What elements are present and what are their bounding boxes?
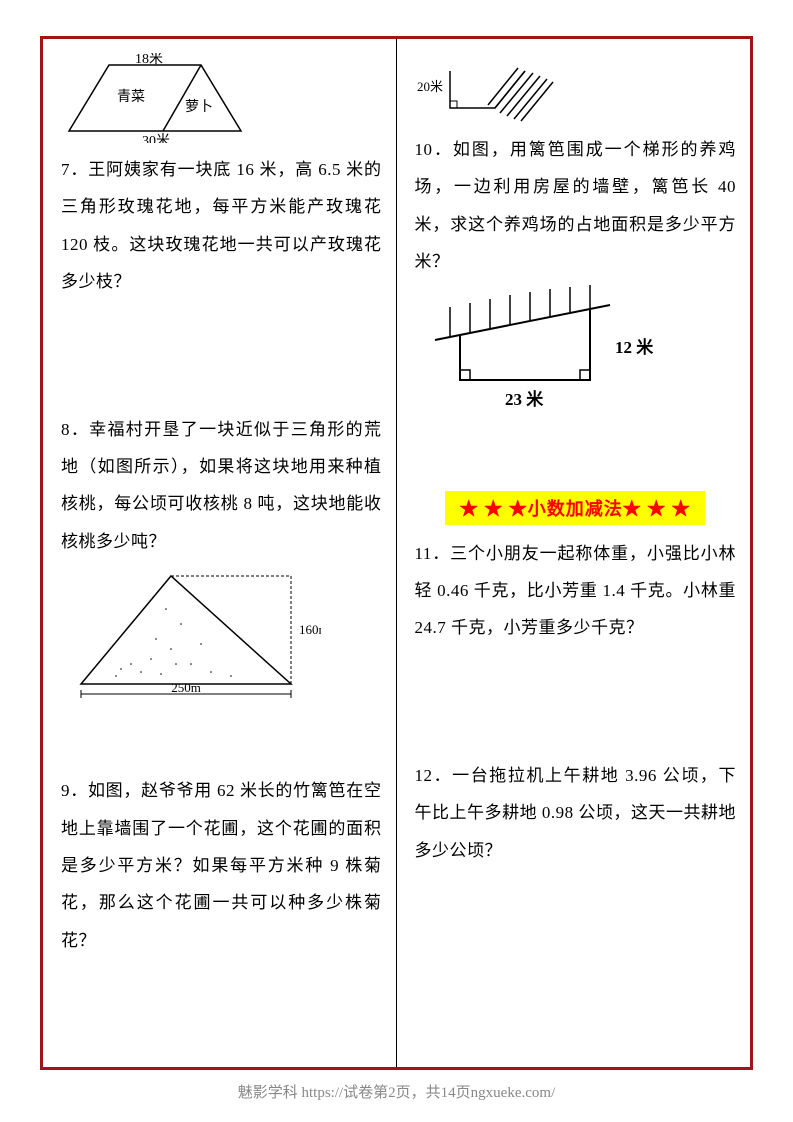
trap-bottom-label: 30米 xyxy=(142,133,170,143)
left-column: 18米 青菜 萝卜 30米 7．王阿姨家有一块底 16 米，高 6.5 米的三角… xyxy=(43,39,397,1067)
tri-height-label: 160m xyxy=(299,622,321,637)
trap-right-region: 萝卜 xyxy=(185,99,213,115)
page-border: 18米 青菜 萝卜 30米 7．王阿姨家有一块底 16 米，高 6.5 米的三角… xyxy=(40,36,753,1070)
wall-left-label: 20米 xyxy=(417,79,443,94)
trapezoid-figure: 18米 青菜 萝卜 30米 xyxy=(61,53,261,143)
question-9: 9．如图，赵爷爷用 62 米长的竹篱笆在空地上靠墙围了一个花圃，这个花圃的面积是… xyxy=(61,772,382,959)
spacer xyxy=(61,301,382,411)
triangle-figure: 160m 250m xyxy=(61,564,321,704)
tri-base-label: 250m xyxy=(171,680,201,695)
question-11: 11．三个小朋友一起称体重，小强比小林轻 0.46 千克，比小芳重 1.4 千克… xyxy=(415,535,737,647)
two-column-layout: 18米 青菜 萝卜 30米 7．王阿姨家有一块底 16 米，高 6.5 米的三角… xyxy=(43,39,750,1067)
question-10: 10．如图，用篱笆围成一个梯形的养鸡场，一边利用房屋的墙壁，篱笆长 40 米，求… xyxy=(415,131,737,281)
question-7: 7．王阿姨家有一块底 16 米，高 6.5 米的三角形玫瑰花地，每平方米能产玫瑰… xyxy=(61,151,382,301)
trap-top-label: 18米 xyxy=(135,53,163,67)
section-banner: ★ ★ ★小数加减法★ ★ ★ xyxy=(445,491,705,525)
question-12: 12．一台拖拉机上午耕地 3.96 公顷，下午比上午多耕地 0.98 公顷，这天… xyxy=(415,757,737,869)
spacer xyxy=(415,647,737,757)
page-footer: 魅影学科 https://试卷第2页，共14页ngxueke.com/ xyxy=(0,1081,793,1102)
spacer xyxy=(415,423,737,483)
spacer xyxy=(61,712,382,772)
trap-left-region: 青菜 xyxy=(117,89,145,105)
hatch-bottom-label: 23 米 xyxy=(505,389,544,409)
right-column: 20米 10．如图，用篱笆围成一个梯形的养鸡场，一边利用房屋的墙壁，篱笆长 40… xyxy=(397,39,751,1067)
wall-trapezoid-figure: 20米 xyxy=(415,53,565,123)
hatched-trapezoid-figure: 12 米 23 米 xyxy=(415,285,675,415)
hatch-right-label: 12 米 xyxy=(615,337,654,357)
question-8: 8．幸福村开垦了一块近似于三角形的荒地（如图所示），如果将这块地用来种植核桃，每… xyxy=(61,411,382,561)
